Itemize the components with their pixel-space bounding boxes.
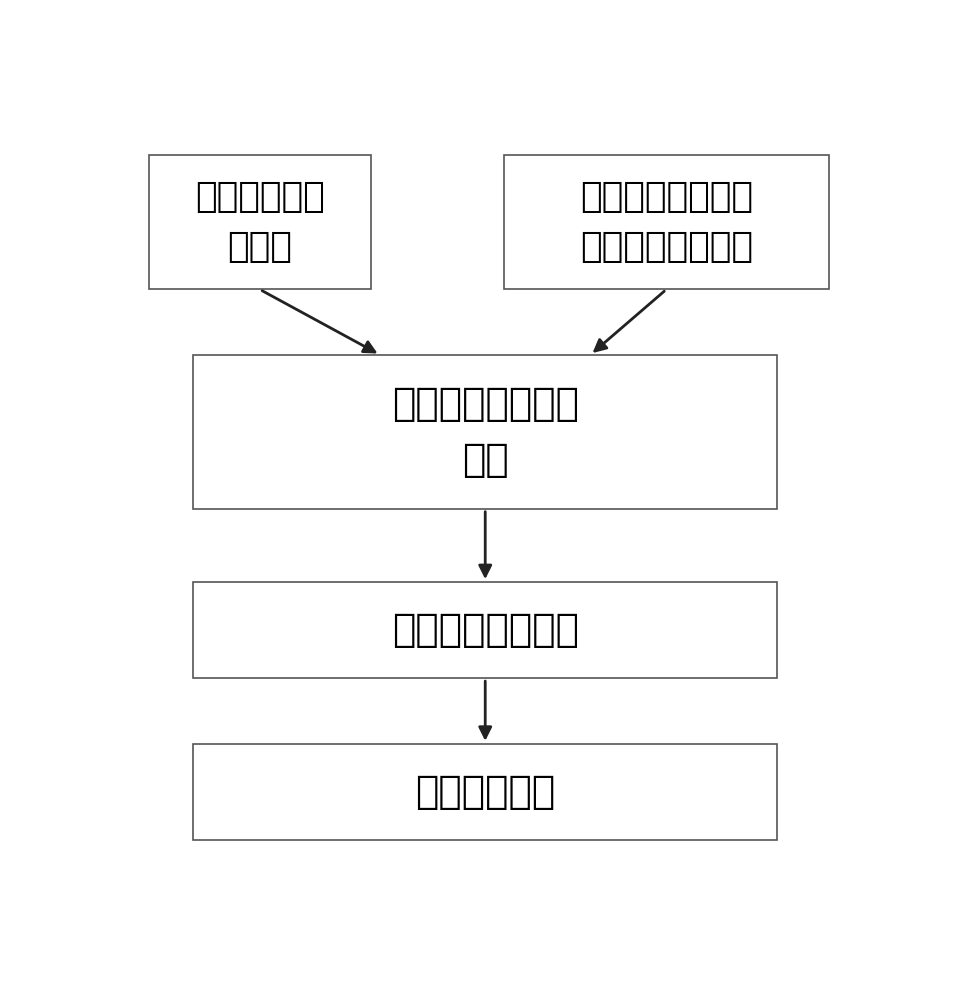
Bar: [193, 355, 777, 509]
Text: 变压器在线监
测数据: 变压器在线监 测数据: [194, 180, 324, 264]
Bar: [149, 155, 370, 289]
Bar: [503, 155, 828, 289]
Text: 综合评估结果: 综合评估结果: [415, 773, 555, 811]
Text: 建立风险评估矩阵: 建立风险评估矩阵: [392, 611, 578, 649]
Bar: [193, 744, 777, 840]
Text: 建立变压器蝴蝶结
模型: 建立变压器蝴蝶结 模型: [392, 385, 578, 479]
Text: 收集变压器历年运
行数据和检修记录: 收集变压器历年运 行数据和检修记录: [579, 180, 752, 264]
Bar: [193, 582, 777, 678]
